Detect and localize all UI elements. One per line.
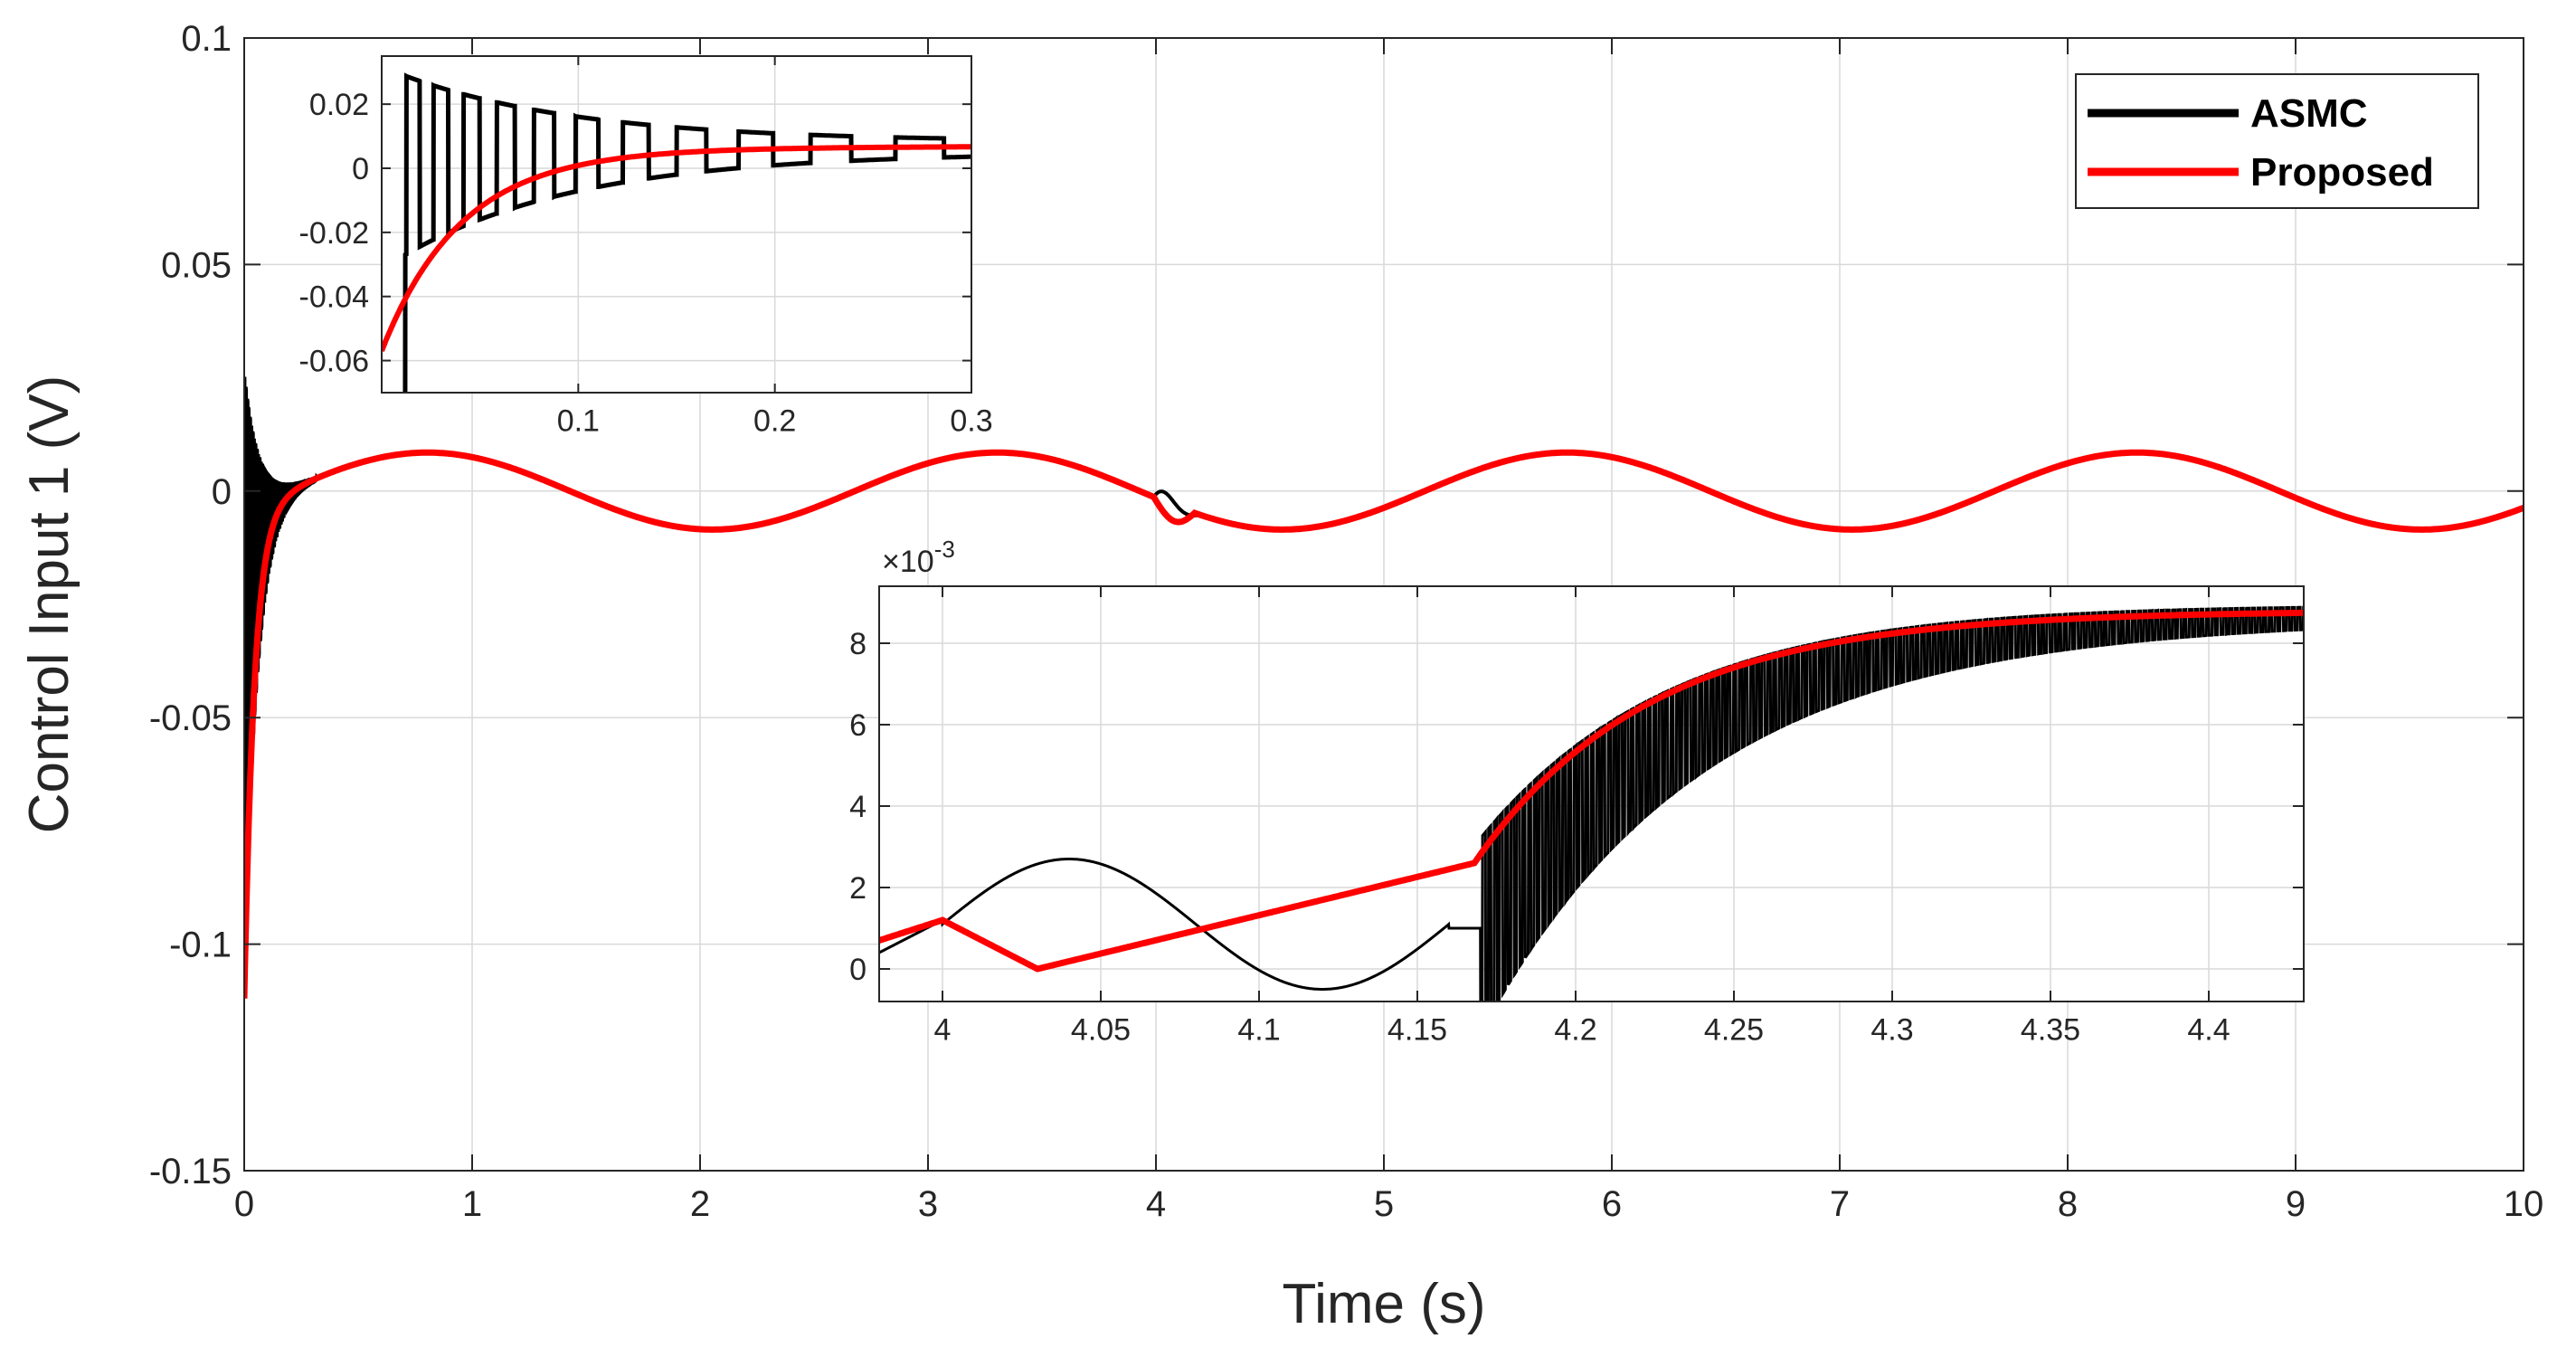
y-tick-label: -0.06 (299, 344, 370, 378)
y-tick-label: 2 (849, 871, 867, 906)
y-tick-label: -0.02 (299, 216, 370, 251)
inset-top-series (382, 72, 971, 393)
x-tick-label: 4.25 (1704, 1013, 1764, 1048)
y-tick-label: 0 (212, 472, 232, 512)
inset-top-plot-area (382, 56, 971, 393)
x-tick-label: 8 (2058, 1184, 2078, 1224)
y-tick-label: 0.05 (161, 245, 232, 285)
x-tick-label: 10 (2504, 1184, 2544, 1224)
series-line-proposed (244, 449, 2524, 999)
inset-top-ticks: 0.1 0.2 0.3 -0.06 -0.04 -0.02 0 0.02 (299, 56, 993, 439)
x-tick-label: 1 (462, 1184, 482, 1224)
x-tick-label: 2 (690, 1184, 710, 1224)
x-tick-label: 4.05 (1071, 1013, 1131, 1048)
inset-bottom-frame (878, 585, 2305, 1002)
x-tick-label: 6 (1602, 1184, 1622, 1224)
inset-bottom-series-proposed (879, 609, 2304, 973)
x-tick-label: 4.3 (1870, 1013, 1913, 1048)
y-tick-label: -0.1 (169, 926, 232, 965)
legend-label-asmc: ASMC (2250, 91, 2368, 136)
y-tick-label: -0.04 (299, 280, 370, 315)
exponent-label: ×10-3 (882, 536, 955, 579)
x-tick-label: 4.4 (2187, 1013, 2230, 1048)
legend-label-proposed: Proposed (2250, 150, 2434, 195)
x-tick-label: 0.1 (557, 404, 600, 439)
inset-bottom-series (879, 605, 2304, 1002)
x-tick-label: 4.15 (1387, 1013, 1447, 1048)
legend-box (2075, 73, 2479, 209)
y-tick-label: 0 (352, 152, 369, 186)
inset-bottom-grid (879, 586, 2304, 1002)
inset-top-frame (381, 55, 972, 394)
x-tick-label: 3 (918, 1184, 938, 1224)
x-tick-label: 7 (1830, 1184, 1850, 1224)
x-tick-label: 4 (934, 1013, 952, 1048)
inset-top-series-asmc (402, 72, 971, 393)
y-tick-label: 6 (849, 708, 867, 743)
x-tick-label: 4.35 (2021, 1013, 2080, 1048)
exponent-base: ×10 (882, 545, 934, 579)
x-tick-label: 5 (1374, 1184, 1394, 1224)
x-tick-label: 0.3 (950, 404, 992, 439)
y-tick-label: 0.02 (309, 88, 369, 122)
x-tick-label: 4 (1146, 1184, 1166, 1224)
inset-bottom-series-asmc (879, 605, 2304, 1002)
y-tick-label: 0 (849, 953, 867, 987)
main-ticks: 0 1 2 3 4 5 6 7 8 9 10 -0.15 -0.1 -0.05 0 0.05 0.1 (149, 19, 2543, 1224)
inset-top-series-proposed (382, 144, 971, 353)
x-tick-label: 4.2 (1554, 1013, 1596, 1048)
y-tick-label: 0.1 (181, 19, 232, 59)
inset-bottom-axes: 4 4.05 4.1 4.15 4.2 4.25 4.3 4.35 4.4 0 2 4 6 8 ×10-3 (849, 536, 2305, 1048)
exponent-power: -3 (934, 536, 955, 563)
y-tick-label: -0.15 (149, 1152, 232, 1191)
main-series (244, 376, 2524, 999)
y-tick-label: -0.05 (149, 698, 232, 738)
y-tick-label: 4 (849, 790, 867, 824)
x-tick-label: 9 (2286, 1184, 2306, 1224)
y-axis-label: Control Input 1 (V) (18, 375, 80, 834)
y-tick-label: 8 (849, 627, 867, 661)
x-tick-label: 0.2 (753, 404, 796, 439)
inset-top-axes: 0.1 0.2 0.3 -0.06 -0.04 -0.02 0 0.02 (299, 55, 993, 439)
x-tick-label: 4.1 (1237, 1013, 1280, 1048)
legend: ASMC Proposed (2075, 73, 2479, 209)
x-axis-label: Time (s) (1283, 1273, 1486, 1335)
x-tick-label: 0 (234, 1184, 254, 1224)
inset-bottom-ticks: 4 4.05 4.1 4.15 4.2 4.25 4.3 4.35 4.4 0 2 4 6 8 (849, 586, 2304, 1048)
